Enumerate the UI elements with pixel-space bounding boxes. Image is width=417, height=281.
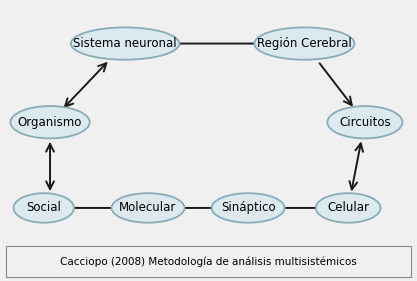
Text: Social: Social <box>26 201 61 214</box>
Text: Circuitos: Circuitos <box>339 116 391 129</box>
Ellipse shape <box>316 193 380 223</box>
Ellipse shape <box>111 193 184 223</box>
Text: Molecular: Molecular <box>119 201 177 214</box>
Ellipse shape <box>327 106 402 139</box>
Text: Organismo: Organismo <box>18 116 82 129</box>
Ellipse shape <box>254 28 354 60</box>
Ellipse shape <box>71 28 179 60</box>
Text: Cacciopo (2008) Metodología de análisis multisistémicos: Cacciopo (2008) Metodología de análisis … <box>60 256 357 267</box>
Text: Sistema neuronal: Sistema neuronal <box>73 37 177 50</box>
Ellipse shape <box>211 193 284 223</box>
Text: Región Cerebral: Región Cerebral <box>257 37 352 50</box>
Text: Sináptico: Sináptico <box>221 201 275 214</box>
Ellipse shape <box>13 193 74 223</box>
Text: Celular: Celular <box>327 201 369 214</box>
FancyBboxPatch shape <box>6 246 411 277</box>
Ellipse shape <box>10 106 90 139</box>
